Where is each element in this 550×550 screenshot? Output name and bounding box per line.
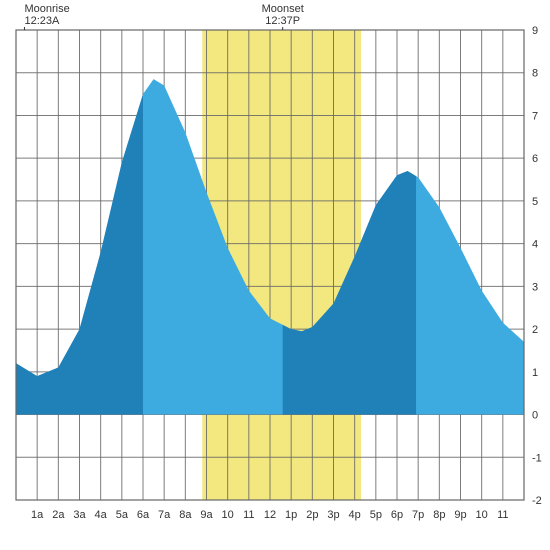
y-tick-label: 8 (532, 68, 538, 80)
x-tick-label: 10 (222, 509, 234, 521)
y-tick-label: -2 (532, 495, 542, 507)
y-tick-label: 0 (532, 410, 538, 422)
tide-chart: -2-101234567891a2a3a4a5a6a7a8a9a1011121p… (0, 0, 550, 550)
y-tick-label: 9 (532, 25, 538, 37)
y-tick-label: 1 (532, 367, 538, 379)
top-label-title: Moonset (262, 3, 304, 15)
y-tick-label: 5 (532, 196, 538, 208)
x-tick-label: 1p (285, 509, 297, 521)
y-tick-label: -1 (532, 452, 542, 464)
x-tick-label: 5a (116, 509, 129, 521)
x-tick-label: 2a (52, 509, 65, 521)
x-tick-label: 9p (454, 509, 466, 521)
x-tick-label: 10 (476, 509, 488, 521)
x-tick-label: 12 (264, 509, 276, 521)
x-tick-label: 8p (433, 509, 445, 521)
x-tick-label: 8a (179, 509, 192, 521)
x-tick-label: 7a (158, 509, 171, 521)
x-tick-label: 7p (412, 509, 424, 521)
top-label-subtitle: 12:37P (265, 15, 300, 27)
x-tick-label: 3a (73, 509, 86, 521)
x-tick-label: 2p (306, 509, 318, 521)
x-tick-label: 4p (349, 509, 361, 521)
x-tick-label: 11 (243, 509, 254, 521)
x-tick-label: 3p (327, 509, 339, 521)
y-tick-label: 7 (532, 110, 538, 122)
x-tick-label: 5p (370, 509, 382, 521)
y-tick-label: 6 (532, 153, 538, 165)
x-tick-label: 6p (391, 509, 403, 521)
x-tick-label: 1a (31, 509, 44, 521)
y-tick-label: 3 (532, 281, 538, 293)
y-tick-label: 4 (532, 239, 538, 251)
x-tick-label: 6a (137, 509, 150, 521)
x-tick-label: 4a (95, 509, 108, 521)
top-label-subtitle: 12:23A (24, 15, 60, 27)
y-tick-label: 2 (532, 324, 538, 336)
top-label-title: Moonrise (24, 3, 69, 15)
chart-svg: -2-101234567891a2a3a4a5a6a7a8a9a1011121p… (0, 0, 550, 550)
x-tick-label: 11 (497, 509, 508, 521)
x-tick-label: 9a (200, 509, 213, 521)
